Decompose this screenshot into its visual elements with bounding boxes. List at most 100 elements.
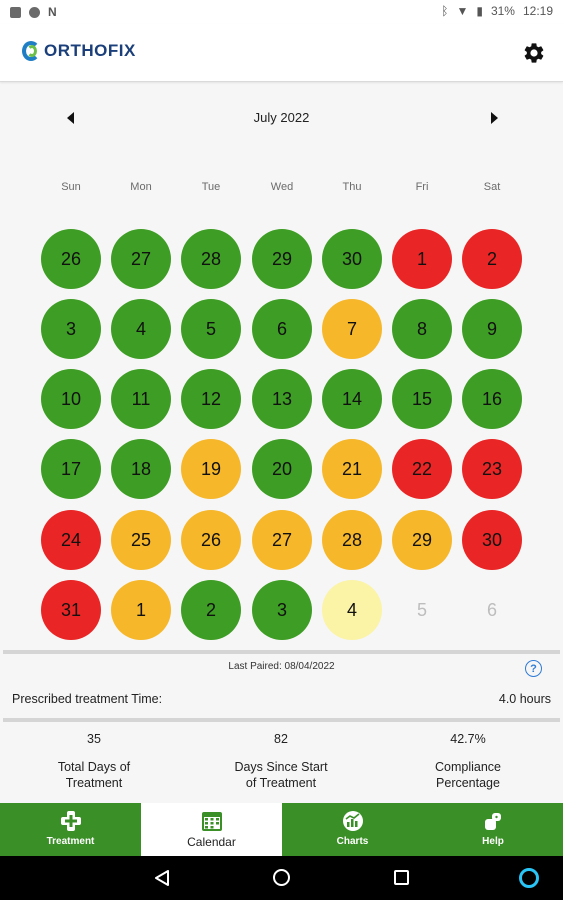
- stat-total-days: 35 Total Days of Treatment: [14, 732, 174, 791]
- stat-value: 42.7%: [450, 732, 486, 746]
- calendar-day-red[interactable]: 24: [41, 510, 101, 570]
- calendar-day-green[interactable]: 4: [111, 299, 171, 359]
- calendar-day-red[interactable]: 23: [462, 439, 522, 499]
- globe-icon: [29, 6, 40, 18]
- calendar-day-green[interactable]: 3: [252, 580, 312, 640]
- bottom-navigation: Treatment Calendar Charts: [0, 803, 563, 856]
- gear-icon[interactable]: [521, 40, 547, 66]
- tab-help[interactable]: Help: [423, 803, 563, 856]
- status-left-icons: N: [10, 5, 57, 19]
- chevron-right-icon: [490, 112, 498, 124]
- calendar-day-green[interactable]: 10: [41, 369, 101, 429]
- calendar-day-green[interactable]: 8: [392, 299, 452, 359]
- system-navigation-bar: [0, 856, 563, 900]
- medical-cross-icon: [60, 810, 82, 832]
- tab-label: Calendar: [187, 835, 236, 849]
- stat-label: Total Days of Treatment: [57, 760, 131, 790]
- calendar-day-green[interactable]: 3: [41, 299, 101, 359]
- tab-calendar[interactable]: Calendar: [141, 803, 282, 856]
- tab-charts[interactable]: Charts: [282, 803, 423, 856]
- calendar-day-red[interactable]: 31: [41, 580, 101, 640]
- calendar-day-green[interactable]: 5: [181, 299, 241, 359]
- calendar-day-none: 6: [486, 599, 497, 620]
- calendar-day-green[interactable]: 28: [181, 229, 241, 289]
- status-bar: N ᛒ ▼ ▮ 31% 12:19: [0, 0, 563, 24]
- calendar-day-amber[interactable]: 21: [322, 439, 382, 499]
- calendar-day-green[interactable]: 17: [41, 439, 101, 499]
- calendar-day-amber[interactable]: 1: [111, 580, 171, 640]
- calendar-day-green[interactable]: 13: [252, 369, 312, 429]
- calendar-day-green[interactable]: 30: [322, 229, 382, 289]
- calendar-day-amber[interactable]: 27: [252, 510, 312, 570]
- tab-label: Help: [482, 836, 504, 847]
- bluetooth-icon: ᛒ: [441, 4, 449, 18]
- calendar-day-green[interactable]: 2: [181, 580, 241, 640]
- calendar-day-green[interactable]: 27: [111, 229, 171, 289]
- calendar-day-amber[interactable]: 25: [111, 510, 171, 570]
- previous-month-button[interactable]: [62, 110, 78, 126]
- prescribed-time-label: Prescribed treatment Time:: [12, 692, 163, 706]
- weekday-label: Thu: [342, 181, 362, 193]
- calendar-day-green[interactable]: 15: [392, 369, 452, 429]
- calendar-day-green[interactable]: 20: [252, 439, 312, 499]
- calendar-day-green[interactable]: 11: [111, 369, 171, 429]
- tab-treatment[interactable]: Treatment: [0, 803, 141, 856]
- weekday-header: Sun Mon Tue Wed Thu Fri Sat: [0, 181, 563, 197]
- calendar-day-green[interactable]: 29: [252, 229, 312, 289]
- tab-label: Charts: [336, 836, 369, 847]
- weekday-label: Sun: [61, 181, 81, 193]
- weekday-label: Wed: [270, 181, 294, 193]
- calendar-day-red[interactable]: 30: [462, 510, 522, 570]
- calendar-day-amber[interactable]: 26: [181, 510, 241, 570]
- calendar-day-red[interactable]: 22: [392, 439, 452, 499]
- battery-icon: ▮: [476, 4, 483, 18]
- prescribed-time-value: 4.0 hours: [498, 692, 551, 706]
- calendar-day-green[interactable]: 9: [462, 299, 522, 359]
- divider: [3, 650, 560, 654]
- chart-icon: [342, 810, 364, 832]
- calendar-day-green[interactable]: 12: [181, 369, 241, 429]
- calendar-day-green[interactable]: 6: [252, 299, 312, 359]
- calendar-day-green[interactable]: 26: [41, 229, 101, 289]
- stat-label: Compliance Percentage: [434, 760, 501, 790]
- calendar-day-none: 5: [416, 599, 427, 620]
- app-bar: ORTHOFIX: [0, 24, 563, 82]
- calendar-day-amber[interactable]: 7: [322, 299, 382, 359]
- help-question-icon[interactable]: ?: [525, 660, 542, 677]
- weekday-label: Tue: [201, 181, 221, 193]
- logo-mark-icon: [22, 41, 40, 61]
- tab-label: Treatment: [46, 836, 95, 847]
- home-icon[interactable]: [273, 869, 290, 886]
- weekday-label: Fri: [415, 181, 429, 193]
- next-month-button[interactable]: [486, 110, 502, 126]
- stat-days-since-start: 82 Days Since Start of Treatment: [201, 732, 361, 791]
- calendar-day-red[interactable]: 1: [392, 229, 452, 289]
- orthofix-logo: ORTHOFIX: [22, 41, 136, 61]
- last-paired-text: Last Paired: 08/04/2022: [228, 661, 335, 672]
- calendar-day-pale[interactable]: 4: [322, 580, 382, 640]
- calendar-day-green[interactable]: 16: [462, 369, 522, 429]
- battery-percent: 31%: [490, 4, 515, 18]
- recent-apps-icon[interactable]: [394, 870, 409, 885]
- clock: 12:19: [522, 4, 553, 18]
- chevron-left-icon: [66, 112, 74, 124]
- month-navigation: July 2022: [0, 104, 563, 132]
- alexa-icon[interactable]: [519, 868, 539, 888]
- n-icon: N: [48, 5, 57, 19]
- logo-text: ORTHOFIX: [44, 41, 136, 60]
- stat-compliance: 42.7% Compliance Percentage: [388, 732, 548, 791]
- help-icon: [482, 810, 504, 832]
- calendar-day-green[interactable]: 18: [111, 439, 171, 499]
- calendar-day-amber[interactable]: 19: [181, 439, 241, 499]
- calendar-day-amber[interactable]: 28: [322, 510, 382, 570]
- calendar-day-green[interactable]: 14: [322, 369, 382, 429]
- calendar-day-red[interactable]: 2: [462, 229, 522, 289]
- status-right: ᛒ ▼ ▮ 31% 12:19: [441, 4, 553, 18]
- weekday-label: Sat: [483, 181, 501, 193]
- calendar-day-amber[interactable]: 29: [392, 510, 452, 570]
- stat-label: Days Since Start of Treatment: [234, 760, 328, 790]
- stat-value: 35: [87, 732, 101, 746]
- back-icon[interactable]: [154, 870, 170, 891]
- image-icon: [10, 6, 21, 18]
